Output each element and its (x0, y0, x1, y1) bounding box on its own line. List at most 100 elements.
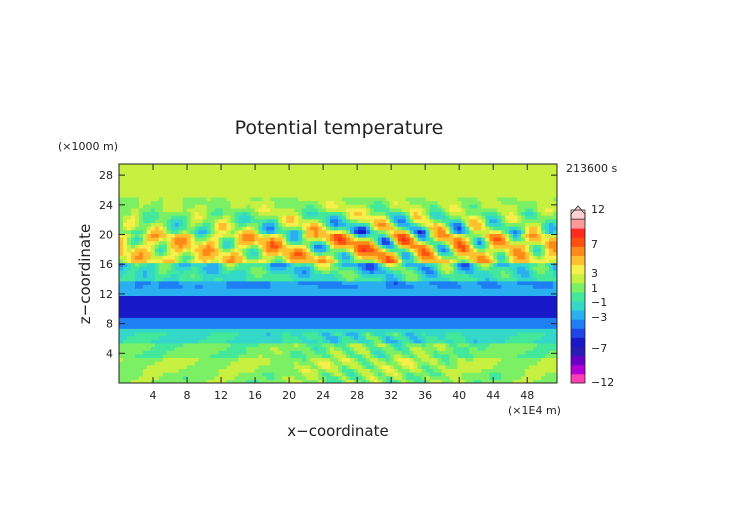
field-cell (194, 379, 200, 383)
field-cell (401, 255, 407, 260)
field-cell (126, 280, 132, 286)
field-cell (437, 280, 443, 286)
field-cell (250, 247, 255, 253)
field-cell (119, 299, 124, 304)
field-cell (330, 258, 335, 264)
field-cell (302, 328, 307, 333)
field-cell (182, 240, 188, 245)
field-cell (401, 229, 407, 234)
field-cell (541, 280, 546, 286)
field-cell (485, 280, 490, 286)
field-cell (290, 339, 295, 344)
field-cell (134, 317, 140, 322)
field-cell (469, 317, 474, 322)
field-cell (282, 258, 287, 264)
field-cell (318, 269, 323, 275)
field-cell (210, 313, 216, 318)
field-cell (286, 229, 291, 234)
field-cell (318, 237, 323, 242)
field-cell (481, 284, 486, 289)
field-cell (178, 361, 184, 366)
field-cell (242, 269, 248, 275)
field-cell (533, 284, 538, 289)
field-cell (517, 306, 522, 311)
field-cell (198, 324, 204, 329)
field-cell (142, 222, 148, 227)
field-cell (238, 328, 244, 333)
field-cell (119, 317, 124, 322)
field-cell (162, 361, 168, 366)
field-cell (473, 269, 478, 275)
field-cell (521, 339, 526, 344)
field-cell (282, 273, 287, 278)
field-cell (449, 295, 455, 300)
field-cell (246, 335, 251, 340)
field-cell (246, 364, 251, 369)
field-cell (429, 339, 435, 344)
field-cell (338, 310, 343, 315)
field-cell (122, 353, 128, 359)
field-cell (341, 379, 347, 383)
field-cell (433, 375, 439, 380)
field-cell (250, 269, 255, 275)
field-cell (154, 218, 160, 223)
field-cell (122, 247, 128, 253)
field-cell (206, 229, 212, 234)
field-cell (298, 273, 303, 278)
field-cell (509, 302, 514, 307)
field-cell (357, 244, 363, 249)
field-cell (202, 310, 208, 315)
field-cell (318, 299, 323, 304)
field-cell (501, 229, 506, 234)
field-cell (182, 295, 188, 300)
field-cell (314, 299, 319, 304)
field-cell (314, 240, 319, 245)
field-cell (310, 222, 315, 227)
field-cell (417, 375, 423, 380)
field-cell (246, 320, 251, 326)
field-cell (369, 255, 375, 260)
field-cell (477, 375, 482, 380)
field-cell (138, 302, 144, 307)
field-cell (134, 218, 140, 223)
field-cell (449, 313, 455, 318)
field-cell (377, 273, 383, 278)
field-cell (226, 237, 232, 242)
field-cell (449, 364, 455, 369)
field-cell (298, 317, 303, 322)
field-cell (314, 328, 319, 333)
field-cell (126, 218, 132, 223)
field-cell (198, 295, 204, 300)
field-cell (338, 302, 343, 307)
field-cell (393, 299, 399, 304)
field-cell (529, 226, 534, 231)
field-cell (182, 361, 188, 366)
field-cell (537, 339, 542, 344)
field-cell (417, 240, 423, 245)
field-cell (361, 244, 367, 249)
field-cell (262, 284, 267, 289)
field-cell (190, 379, 196, 383)
field-cell (198, 342, 204, 348)
field-cell (338, 306, 343, 311)
field-cell (310, 342, 315, 348)
field-cell (413, 218, 419, 223)
field-cell (310, 273, 315, 278)
field-cell (146, 317, 152, 322)
field-cell (481, 258, 486, 264)
field-cell (425, 226, 431, 231)
field-cell (533, 350, 538, 355)
field-cell (266, 266, 271, 271)
field-cell (545, 273, 550, 278)
field-cell (369, 353, 375, 359)
field-cell (533, 368, 538, 373)
field-cell (194, 335, 200, 340)
field-cell (513, 342, 518, 348)
field-cell (429, 222, 435, 227)
field-cell (166, 310, 172, 315)
field-cell (489, 262, 494, 267)
field-cell (465, 229, 470, 234)
field-cell (497, 317, 502, 322)
field-cell (330, 229, 335, 234)
field-cell (282, 229, 287, 234)
